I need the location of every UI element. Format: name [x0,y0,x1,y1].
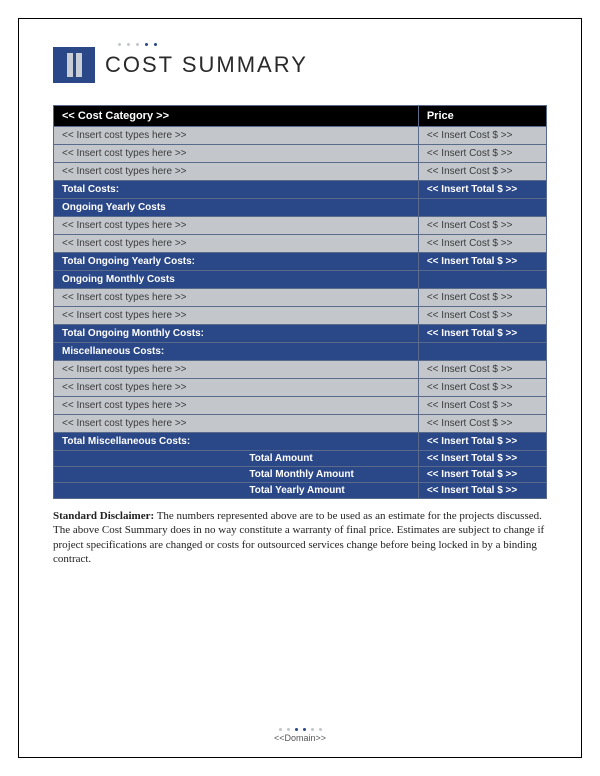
cost-type-cell: << Insert cost types here >> [54,235,419,253]
summary-value: << Insert Total $ >> [418,451,546,467]
cost-type-cell: << Insert cost types here >> [54,289,419,307]
cost-value-cell: << Insert Cost $ >> [418,127,546,145]
empty-cell [418,343,546,361]
footer-text: <<Domain>> [274,733,326,743]
table-row: << Insert cost types here >><< Insert Co… [54,415,547,433]
table-header-row: << Cost Category >> Price [54,106,547,127]
logo-bar-icon [76,53,82,77]
cost-type-cell: << Insert cost types here >> [54,415,419,433]
empty-cell [418,199,546,217]
section-heading-row: Miscellaneous Costs: [54,343,547,361]
disclaimer-heading: Standard Disclaimer: [53,510,154,522]
cost-value-cell: << Insert Cost $ >> [418,397,546,415]
cost-value-cell: << Insert Cost $ >> [418,163,546,181]
total-label: Total Costs: [54,181,419,199]
empty-cell [54,451,241,467]
dot-icon [303,728,306,731]
cost-type-cell: << Insert cost types here >> [54,217,419,235]
empty-cell [418,271,546,289]
cost-value-cell: << Insert Cost $ >> [418,415,546,433]
total-value: << Insert Total $ >> [418,433,546,451]
summary-row: Total Yearly Amount << Insert Total $ >> [54,483,547,499]
summary-row: Total Monthly Amount << Insert Total $ >… [54,467,547,483]
table-row: << Insert cost types here >><< Insert Co… [54,145,547,163]
total-value: << Insert Total $ >> [418,253,546,271]
cost-type-cell: << Insert cost types here >> [54,397,419,415]
empty-cell [54,467,241,483]
cost-value-cell: << Insert Cost $ >> [418,217,546,235]
header-dots [109,43,157,46]
page-header: COST SUMMARY [53,47,547,83]
cost-type-cell: << Insert cost types here >> [54,379,419,397]
dot-icon [145,43,148,46]
dot-icon [127,43,130,46]
page-title: COST SUMMARY [105,52,308,78]
logo-icon [53,47,95,83]
cost-type-cell: << Insert cost types here >> [54,127,419,145]
table-row: << Insert cost types here >><< Insert Co… [54,307,547,325]
summary-label: Total Monthly Amount [241,467,418,483]
dot-icon [279,728,282,731]
total-row: Total Miscellaneous Costs:<< Insert Tota… [54,433,547,451]
total-row: Total Costs:<< Insert Total $ >> [54,181,547,199]
dot-icon [295,728,298,731]
cost-value-cell: << Insert Cost $ >> [418,235,546,253]
dot-icon [118,43,121,46]
section-heading-row: Ongoing Yearly Costs [54,199,547,217]
dot-icon [154,43,157,46]
cost-type-cell: << Insert cost types here >> [54,361,419,379]
footer-dots [19,728,581,731]
document-page: COST SUMMARY << Cost Category >> Price <… [18,18,582,758]
dot-icon [109,43,112,46]
cost-type-cell: << Insert cost types here >> [54,307,419,325]
section-heading: Ongoing Yearly Costs [54,199,419,217]
cost-value-cell: << Insert Cost $ >> [418,145,546,163]
table-row: << Insert cost types here >><< Insert Co… [54,289,547,307]
cost-value-cell: << Insert Cost $ >> [418,361,546,379]
page-footer: <<Domain>> [19,728,581,743]
table-row: << Insert cost types here >><< Insert Co… [54,235,547,253]
summary-value: << Insert Total $ >> [418,467,546,483]
total-value: << Insert Total $ >> [418,181,546,199]
section-heading: Miscellaneous Costs: [54,343,419,361]
cost-type-cell: << Insert cost types here >> [54,145,419,163]
summary-label: Total Amount [241,451,418,467]
total-label: Total Ongoing Yearly Costs: [54,253,419,271]
total-label: Total Ongoing Monthly Costs: [54,325,419,343]
empty-cell [54,483,241,499]
cost-value-cell: << Insert Cost $ >> [418,379,546,397]
total-value: << Insert Total $ >> [418,325,546,343]
disclaimer-paragraph: Standard Disclaimer: The numbers represe… [53,509,547,566]
table-row: << Insert cost types here >><< Insert Co… [54,397,547,415]
total-row: Total Ongoing Yearly Costs:<< Insert Tot… [54,253,547,271]
section-heading: Ongoing Monthly Costs [54,271,419,289]
header-price: Price [418,106,546,127]
cost-value-cell: << Insert Cost $ >> [418,289,546,307]
dot-icon [287,728,290,731]
total-label: Total Miscellaneous Costs: [54,433,419,451]
summary-label: Total Yearly Amount [241,483,418,499]
dot-icon [136,43,139,46]
total-row: Total Ongoing Monthly Costs:<< Insert To… [54,325,547,343]
cost-value-cell: << Insert Cost $ >> [418,307,546,325]
table-row: << Insert cost types here >><< Insert Co… [54,217,547,235]
cost-summary-table: << Cost Category >> Price << Insert cost… [53,105,547,499]
section-heading-row: Ongoing Monthly Costs [54,271,547,289]
table-row: << Insert cost types here >><< Insert Co… [54,163,547,181]
header-category: << Cost Category >> [54,106,419,127]
dot-icon [311,728,314,731]
cost-type-cell: << Insert cost types here >> [54,163,419,181]
summary-value: << Insert Total $ >> [418,483,546,499]
table-row: << Insert cost types here >><< Insert Co… [54,127,547,145]
table-row: << Insert cost types here >><< Insert Co… [54,379,547,397]
table-row: << Insert cost types here >><< Insert Co… [54,361,547,379]
logo-bar-icon [67,53,73,77]
dot-icon [319,728,322,731]
summary-row: Total Amount << Insert Total $ >> [54,451,547,467]
